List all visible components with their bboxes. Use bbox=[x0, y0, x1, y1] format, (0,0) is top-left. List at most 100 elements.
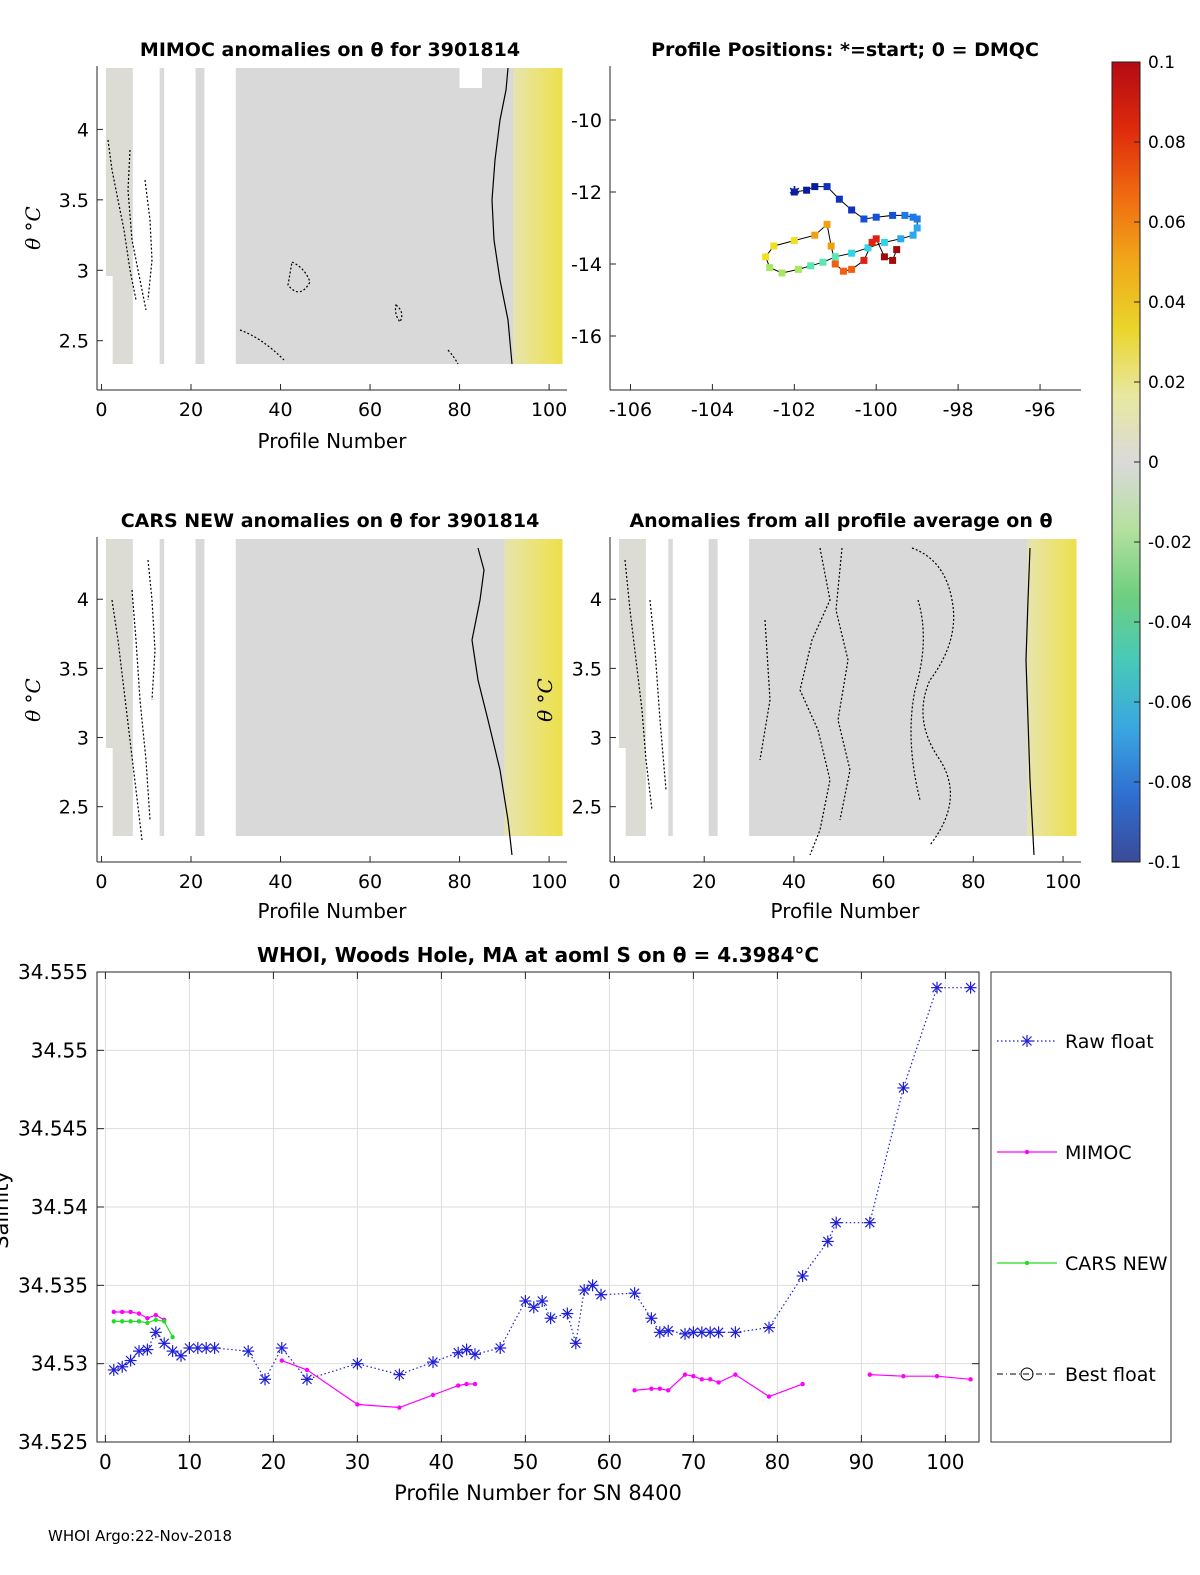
mimoc-point bbox=[355, 1402, 360, 1407]
profile-position-marker bbox=[790, 188, 798, 196]
field-yellow-band bbox=[1027, 539, 1077, 836]
raw-float-point bbox=[527, 1301, 540, 1314]
cars-point bbox=[128, 1319, 133, 1324]
raw-float-point bbox=[763, 1321, 775, 1334]
profile-position-marker bbox=[893, 246, 901, 254]
field-gap bbox=[459, 68, 482, 88]
raw-float-point bbox=[208, 1342, 221, 1354]
profile-position-marker bbox=[831, 253, 839, 261]
avg-ylabel: θ °C bbox=[533, 678, 557, 722]
raw-float-point bbox=[645, 1312, 658, 1325]
y-tick-label: 2.5 bbox=[59, 331, 89, 353]
legend-item-raw-float: Raw float bbox=[997, 1031, 1154, 1053]
mimoc-point bbox=[472, 1381, 478, 1387]
raw-float-point bbox=[569, 1337, 582, 1350]
field-gap bbox=[618, 748, 626, 836]
salinity-axes: 0 10 20 30 40 50 60 70 80 90 100 34.525 34.53 34.535 3… bbox=[18, 960, 980, 1474]
profile-position-marker bbox=[819, 258, 827, 266]
field-gap bbox=[204, 68, 236, 364]
legend-box bbox=[990, 971, 1172, 1443]
raw-float-point bbox=[141, 1343, 154, 1356]
raw-float-point bbox=[275, 1342, 288, 1354]
mimoc-point bbox=[716, 1380, 721, 1385]
mimoc-point bbox=[136, 1311, 142, 1316]
legend-item-mimoc: MIMOC bbox=[997, 1142, 1132, 1164]
raw-float-point bbox=[301, 1373, 313, 1386]
y-tick-label: -10 bbox=[571, 110, 602, 132]
profile-position-marker bbox=[811, 183, 819, 191]
colorbar-tick-label: 0.06 bbox=[1148, 213, 1186, 233]
colorbar-tick-label: 0.1 bbox=[1148, 53, 1175, 73]
profile-position-marker bbox=[803, 186, 811, 194]
cars-ylabel: θ °C bbox=[21, 678, 45, 722]
raw-float-point bbox=[259, 1373, 271, 1386]
y-tick-label: 3.5 bbox=[59, 658, 89, 680]
colorbar-ticks: 0.1 0.08 0.06 0.04 0.02 0 -0.02 -0.04 -0.06 -0.08… bbox=[1134, 53, 1192, 873]
avg-contours bbox=[624, 547, 1035, 856]
profile-position-marker bbox=[913, 215, 921, 223]
x-tick-label: 60 bbox=[358, 399, 382, 421]
mimoc-point bbox=[397, 1405, 402, 1410]
colorbar-tick-label: -0.08 bbox=[1148, 773, 1192, 793]
x-tick-label: 80 bbox=[447, 871, 471, 893]
mimoc-point bbox=[464, 1381, 469, 1387]
raw-float-point bbox=[427, 1356, 439, 1369]
mimoc-point bbox=[800, 1381, 805, 1387]
y-tick-label: 2.5 bbox=[572, 797, 602, 819]
y-tick-label: -16 bbox=[571, 326, 602, 348]
raw-float-point bbox=[494, 1342, 507, 1354]
raw-float-point bbox=[821, 1235, 834, 1248]
y-tick-label: 2.5 bbox=[59, 797, 89, 819]
field-gap bbox=[132, 68, 160, 364]
y-tick-label: 34.545 bbox=[18, 1117, 88, 1141]
salinity-panel: WHOI, Woods Hole, MA at aoml S on θ = 4.… bbox=[0, 943, 1172, 1505]
axes-box bbox=[96, 971, 980, 1443]
x-tick-label: 20 bbox=[179, 399, 203, 421]
raw-float-point bbox=[158, 1337, 171, 1350]
y-tick-label: 34.55 bbox=[31, 1038, 88, 1062]
colorbar-tick-label: -0.06 bbox=[1148, 693, 1192, 713]
field-gap bbox=[204, 539, 236, 836]
positions-title: Profile Positions: *=start; 0 = DMQC bbox=[651, 39, 1039, 61]
raw-float-point bbox=[679, 1327, 691, 1340]
raw-float-point bbox=[595, 1288, 607, 1301]
raw-float-point bbox=[133, 1345, 145, 1358]
profile-position-marker bbox=[811, 231, 819, 239]
mimoc-point bbox=[666, 1388, 671, 1393]
profile-position-marker bbox=[901, 211, 909, 219]
legend-item-cars-new: CARS NEW bbox=[997, 1253, 1168, 1275]
profile-position-marker bbox=[848, 265, 856, 273]
y-tick-label: 3 bbox=[590, 728, 602, 750]
y-tick-label: -14 bbox=[571, 254, 602, 276]
raw-float-point bbox=[116, 1360, 129, 1373]
field-gap bbox=[717, 539, 750, 836]
raw-float-point bbox=[191, 1342, 204, 1354]
raw-float-point bbox=[175, 1349, 187, 1362]
footer-note: WHOI Argo:22-Nov-2018 bbox=[48, 1527, 232, 1545]
positions-track: * bbox=[762, 182, 921, 277]
x-tick-label: 20 bbox=[261, 1450, 286, 1474]
profile-position-marker bbox=[880, 238, 888, 246]
field-gap bbox=[105, 276, 113, 364]
colorbar-tick-label: -0.04 bbox=[1148, 613, 1192, 633]
positions-panel: Profile Positions: *=start; 0 = DMQC * -… bbox=[571, 39, 1081, 421]
cars-xlabel: Profile Number bbox=[258, 899, 408, 923]
y-tick-label: 3 bbox=[77, 728, 89, 750]
mimoc-point bbox=[766, 1394, 772, 1399]
mimoc-point bbox=[120, 1309, 125, 1315]
mimoc-point bbox=[145, 1316, 150, 1321]
raw-float-point bbox=[662, 1324, 675, 1337]
x-tick-label: -102 bbox=[773, 399, 816, 421]
profile-position-marker bbox=[872, 213, 880, 221]
profile-position-marker bbox=[823, 220, 831, 228]
mimoc-point bbox=[682, 1372, 688, 1377]
profile-position-marker bbox=[848, 249, 856, 257]
positions-axes: -106 -104 -102 -100 -98 -96 -10 -12 -14 -16 bbox=[571, 66, 1081, 421]
legend-label: MIMOC bbox=[1065, 1142, 1132, 1164]
profile-position-marker bbox=[827, 242, 835, 250]
y-tick-label: 3.5 bbox=[59, 190, 89, 212]
mimoc-point bbox=[128, 1309, 133, 1315]
avg-field bbox=[618, 539, 1077, 836]
x-tick-label: 30 bbox=[345, 1450, 370, 1474]
cars-title: CARS NEW anomalies on θ for 3901814 bbox=[121, 510, 540, 532]
